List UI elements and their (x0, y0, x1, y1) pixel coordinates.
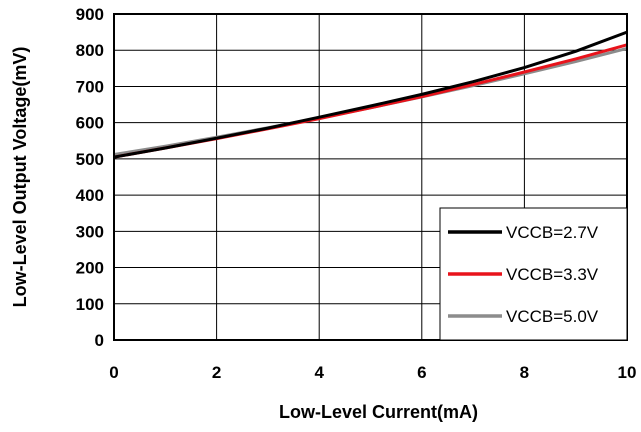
y-tick-label: 0 (95, 331, 104, 350)
x-tick-label: 4 (314, 363, 324, 382)
y-tick-label: 900 (76, 5, 104, 24)
series-lines (113, 30, 628, 159)
y-tick-label: 400 (76, 186, 104, 205)
x-tick-labels: 0 2 4 6 8 10 (109, 363, 636, 382)
y-tick-label: 600 (76, 114, 104, 133)
x-axis-label: Low-Level Current(mA) (279, 402, 478, 422)
series-line-1 (113, 30, 628, 159)
legend-label: VCCB=2.7V (506, 223, 599, 242)
y-tick-label: 100 (76, 295, 104, 314)
x-tick-label: 10 (618, 363, 637, 382)
y-tick-label: 200 (76, 259, 104, 278)
y-tick-label: 700 (76, 77, 104, 96)
legend: VCCB=2.7V VCCB=3.3V VCCB=5.0V (439, 207, 628, 341)
legend-label: VCCB=5.0V (506, 307, 599, 326)
legend-label: VCCB=3.3V (506, 265, 599, 284)
plot-frame (113, 13, 628, 341)
x-tick-label: 6 (417, 363, 426, 382)
x-tick-label: 2 (212, 363, 221, 382)
y-axis-label: Low-Level Output Voltage(mV) (10, 47, 30, 308)
y-tick-label: 800 (76, 41, 104, 60)
y-tick-label: 500 (76, 150, 104, 169)
y-tick-label: 300 (76, 222, 104, 241)
x-tick-label: 8 (520, 363, 529, 382)
y-tick-labels: 0 100 200 300 400 500 600 700 800 900 (76, 5, 104, 350)
x-tick-label: 0 (109, 363, 118, 382)
